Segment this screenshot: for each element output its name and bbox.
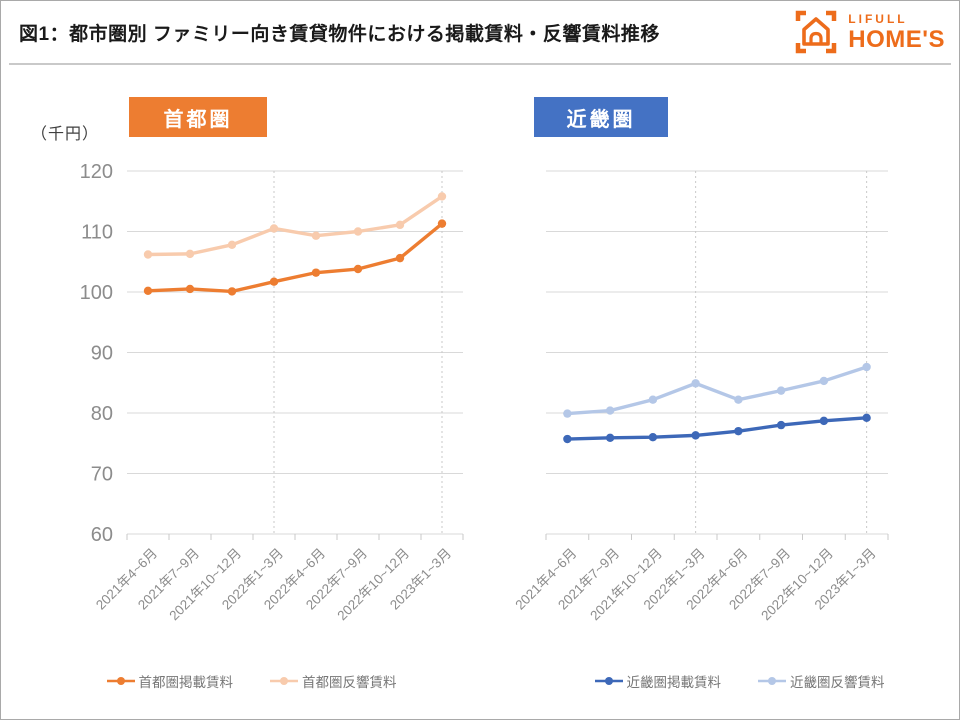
data-point (143, 250, 153, 259)
x-tick-label: 2021年10~12月 (166, 546, 244, 624)
data-point (819, 376, 829, 386)
data-point (648, 433, 658, 442)
data-point (734, 426, 743, 436)
data-point (648, 395, 658, 404)
figure-title: 図1：都市圏別 ファミリー向き賃貸物件における掲載賃料・反響賃料推移 (19, 24, 660, 45)
chart-area-shutoken: 120110100908070602021年4~6月2021年7~9月2021年… (80, 161, 464, 624)
data-point (605, 433, 615, 443)
data-point (227, 287, 237, 296)
badge-kinki: 近畿圏 (534, 97, 668, 137)
header-divider (9, 63, 951, 65)
data-point (776, 386, 786, 395)
y-tick-label: 120 (80, 161, 113, 183)
data-point (437, 219, 447, 228)
series-line (565, 365, 869, 416)
data-point (563, 434, 572, 444)
legend-item: 近畿圏反響賃料 (757, 671, 885, 691)
legend-marker-icon (270, 677, 298, 685)
legend-label: 首都圏掲載賃料 (138, 675, 234, 690)
logo-lifull-text: LIFULL (848, 11, 908, 26)
legend-item: 首都圏反響賃料 (269, 671, 397, 691)
data-point (395, 253, 405, 263)
data-point (185, 284, 195, 294)
logo-homes-text: HOME'S (848, 25, 945, 53)
legend-label: 首都圏反響賃料 (302, 675, 397, 690)
data-point (269, 277, 279, 286)
data-point (563, 409, 572, 418)
data-point (227, 240, 237, 250)
y-tick-label: 60 (91, 524, 113, 546)
data-point (734, 395, 743, 404)
legend-label: 近畿圏反響賃料 (790, 675, 885, 690)
y-tick-label: 100 (80, 282, 113, 304)
legend-label: 近畿圏掲載賃料 (626, 675, 722, 690)
logo-wordmark: LIFULL HOME'S (848, 13, 945, 52)
y-axis-unit-label: （千円） (31, 126, 100, 143)
data-point (353, 227, 363, 236)
data-point (311, 268, 321, 277)
data-point (862, 362, 871, 372)
y-tick-label: 90 (91, 343, 113, 365)
legend-marker-icon (758, 677, 786, 685)
series-line (565, 416, 869, 441)
legend-kinki: 近畿圏掲載賃料 近畿圏反響賃料 (529, 671, 949, 691)
data-point (269, 224, 279, 233)
legend-marker-icon (106, 677, 135, 685)
data-point (776, 420, 786, 430)
lifull-homes-logo: LIFULL HOME'S (793, 10, 945, 54)
data-point (437, 192, 447, 201)
data-point (819, 416, 829, 426)
badge-shutoken: 首都圏 (129, 97, 267, 137)
legend-shutoken: 首都圏掲載賃料 首都圏反響賃料 (31, 671, 471, 691)
data-point (395, 220, 405, 230)
x-tick-label: 2022年10~12月 (334, 546, 412, 624)
data-point (862, 413, 871, 423)
data-point (311, 231, 321, 240)
data-point (605, 406, 615, 415)
data-point (143, 286, 153, 295)
data-point (691, 431, 700, 440)
legend-marker-icon (594, 677, 623, 685)
y-tick-label: 70 (91, 464, 113, 486)
data-point (353, 264, 363, 274)
data-point (185, 249, 195, 259)
homes-house-icon (796, 10, 837, 54)
chart-area-kinki: 2021年4~6月2021年7~9月2021年10~12月2022年1~3月20… (512, 170, 889, 623)
series-line (146, 221, 444, 294)
legend-item: 近畿圏掲載賃料 (594, 671, 722, 691)
series-line (146, 194, 444, 257)
y-tick-label: 110 (81, 222, 113, 244)
data-point (691, 379, 700, 388)
legend-item: 首都圏掲載賃料 (106, 671, 234, 691)
y-tick-label: 80 (91, 403, 113, 425)
